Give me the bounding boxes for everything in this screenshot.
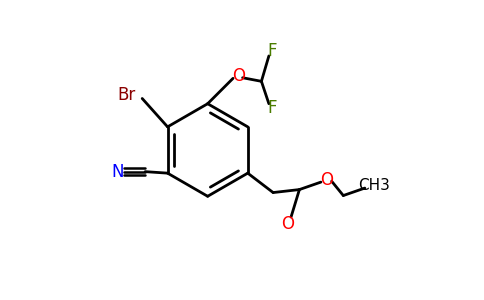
Text: O: O [320,171,333,189]
Text: N: N [111,163,124,181]
Text: Br: Br [118,86,136,104]
Text: F: F [268,42,277,60]
Text: CH3: CH3 [359,178,390,193]
Text: O: O [232,67,245,85]
Text: O: O [282,214,295,232]
Text: F: F [268,99,277,117]
